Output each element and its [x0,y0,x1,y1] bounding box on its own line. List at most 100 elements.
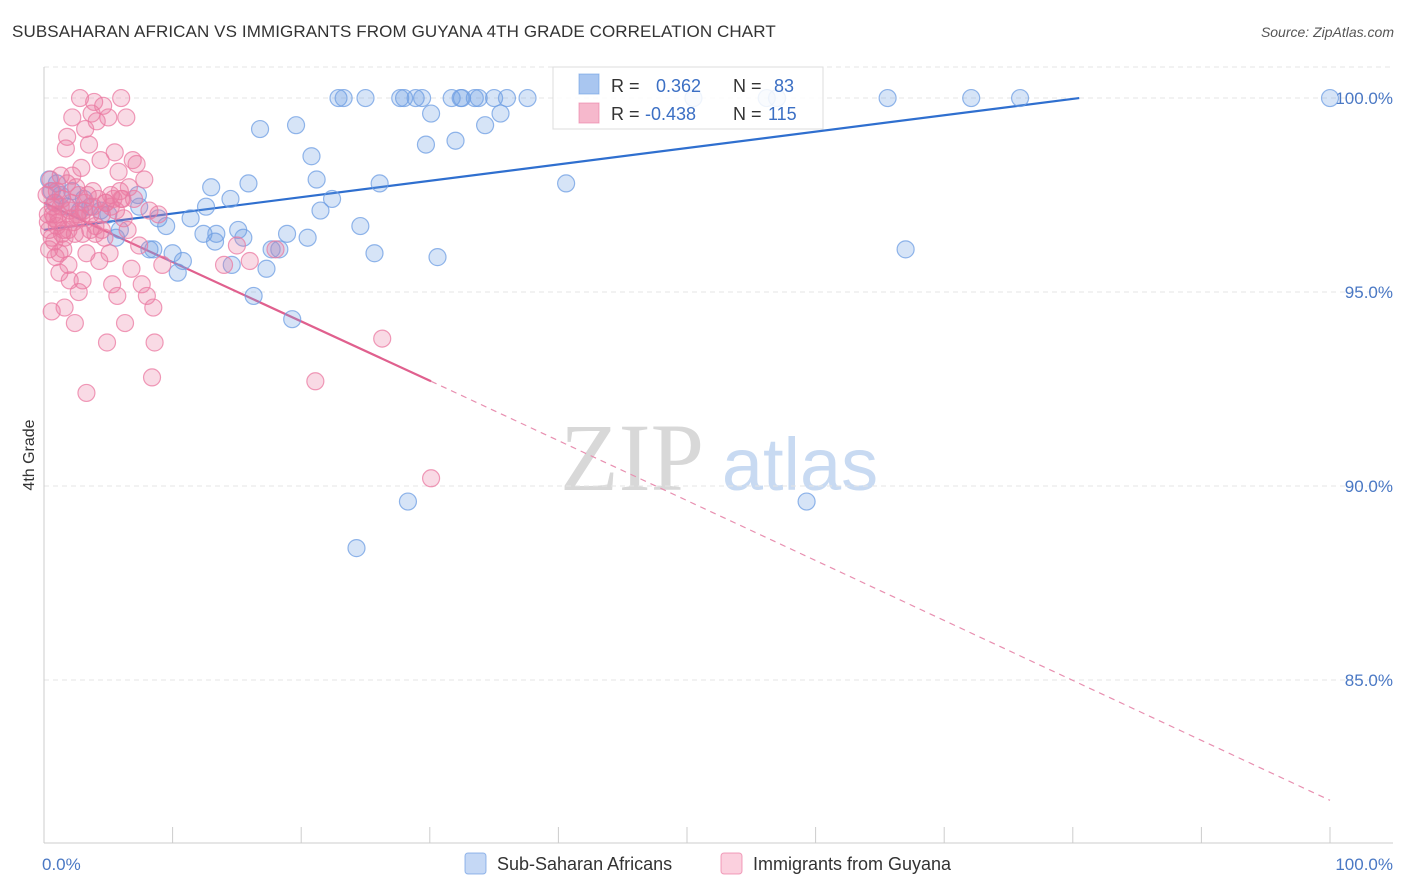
series-1-point-113 [240,251,259,271]
series-0-point-39 [277,224,297,243]
series-0-point-72 [518,88,537,108]
series-1-point-43 [91,151,110,170]
series-1-points [37,88,441,488]
series-1-point-90 [73,271,92,290]
series-1-point-59 [112,88,131,108]
series-1-point-49 [99,108,118,127]
series-legend-label-0: Sub-Saharan Africans [497,854,672,874]
series-1-point-61 [114,209,133,228]
series-1-point-27 [70,88,90,108]
series-0-trend-line [43,96,1080,232]
series-1-point-62 [115,313,135,333]
series-1-point-111 [47,216,66,236]
series-1-point-78 [149,205,168,224]
series-0-point-81 [1320,88,1340,108]
series-1-point-57 [109,162,128,181]
series-1-point-70 [130,236,149,255]
series-0-point-26 [202,178,221,197]
series-0-point-49 [347,539,366,558]
series-0-point-54 [391,88,410,108]
series-0-point-63 [446,131,465,150]
series-1-point-73 [137,286,156,306]
stats-legend-r-value-1: -0.438 [645,104,696,124]
series-1-point-40 [87,112,106,131]
series-0-point-61 [428,248,447,267]
stats-legend-n-label-1: N = [733,104,762,124]
series-0-point-29 [221,189,240,209]
series-0-point-16 [140,240,159,259]
series-1-point-107 [61,209,81,228]
series-0-point-48 [334,88,353,108]
stats-legend-swatch-1 [578,102,600,124]
series-1-point-74 [140,201,159,220]
series-1-point-114 [266,240,285,259]
series-0-point-67 [469,88,488,108]
series-1-point-23 [65,313,84,333]
series-1-point-104 [96,193,115,212]
series-1-point-56 [108,286,127,306]
series-legend-label-1: Immigrants from Guyana [753,854,952,874]
series-1-point-71 [132,275,151,294]
series-0-point-59 [416,135,436,154]
series-1-point-88 [63,166,82,185]
series-0-point-70 [491,104,510,123]
series-0-point-36 [257,259,276,278]
watermark: ZIP atlas [560,404,878,511]
series-1-point-26 [69,282,88,302]
series-0-point-42 [298,228,317,247]
watermark-atlas: atlas [722,423,878,506]
series-0-point-68 [475,116,495,135]
x-tick-label-1: 100.0% [1335,855,1393,874]
series-1-point-112 [214,255,234,274]
series-1-point-76 [144,298,163,317]
series-0-point-78 [896,240,915,259]
stats-legend-n-label-0: N = [733,76,762,96]
series-0-point-23 [181,209,200,228]
stats-legend-r-label-1: R = [611,104,640,124]
series-1-point-77 [145,333,164,352]
series-0-point-69 [485,88,504,108]
y-tick-label-1: 95.0% [1345,283,1393,302]
series-0-point-58 [412,88,432,108]
series-0-point-43 [302,147,321,166]
stats-legend-r-label-0: R = [611,76,640,96]
series-1-point-69 [127,154,146,174]
y-axis-title: 4th Grade [21,419,38,490]
series-0-point-37 [262,240,281,259]
axes: 100.0% 95.0% 90.0% 85.0% 0.0% 100.0% 4th Grade [21,67,1393,874]
series-0-point-47 [329,88,348,108]
series-1-point-72 [135,170,154,189]
series-0-point-25 [196,197,216,216]
series-legend-swatch-0 [464,852,487,875]
series-0-point-30 [222,255,241,274]
series-0-point-33 [239,174,258,193]
watermark-zip: ZIP [560,404,704,511]
series-0-point-40 [283,310,302,329]
series-0-point-73 [557,174,576,193]
y-tick-label-2: 90.0% [1345,477,1393,496]
series-1-point-108 [76,193,95,212]
series-1-trend-extension [430,380,1331,801]
series-0-point-21 [168,263,187,282]
series-0-point-51 [356,88,375,108]
series-0-point-28 [207,224,226,243]
series-1-point-110 [42,228,61,247]
series-1-point-17 [58,127,77,146]
series-0-point-53 [370,174,389,193]
series-0-point-35 [250,119,270,139]
stats-legend-r-value-0: 0.362 [656,76,701,96]
chart-source: Source: ZipAtlas.com [1260,24,1394,40]
series-1-point-118 [227,236,246,255]
series-0-point-13 [110,220,129,240]
series-0-point-80 [1010,88,1030,108]
series-0-point-56 [398,492,418,511]
series-1-point-98 [59,255,78,274]
series-0-point-38 [270,240,289,259]
series-0-point-66 [465,88,484,108]
series-0-point-76 [797,492,816,511]
series-1-trend-line [43,201,432,383]
series-0-point-44 [307,170,326,189]
y-tick-label-3: 85.0% [1345,671,1393,690]
x-tick-label-0: 0.0% [42,855,81,874]
stats-legend-n-value-1: 115 [768,104,797,124]
